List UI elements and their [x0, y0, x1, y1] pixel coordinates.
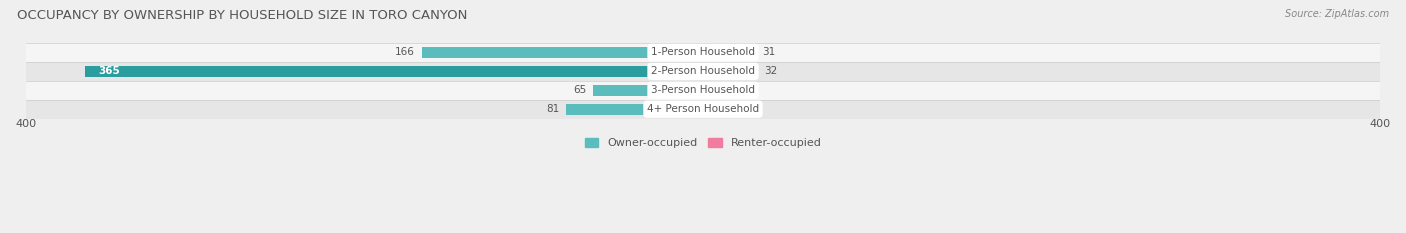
Bar	[25, 81, 1381, 100]
Text: 4+ Person Household: 4+ Person Household	[647, 104, 759, 114]
Bar	[422, 47, 703, 58]
Text: 81: 81	[546, 104, 560, 114]
Bar	[703, 66, 758, 77]
Legend: Owner-occupied, Renter-occupied: Owner-occupied, Renter-occupied	[581, 133, 825, 152]
Text: 1-Person Household: 1-Person Household	[651, 48, 755, 57]
Bar	[84, 66, 703, 77]
Text: 65: 65	[572, 85, 586, 95]
Text: 2-Person Household: 2-Person Household	[651, 66, 755, 76]
Bar	[703, 104, 734, 115]
Text: 18: 18	[741, 104, 754, 114]
Bar	[565, 104, 703, 115]
Bar	[25, 43, 1381, 62]
Bar	[25, 62, 1381, 81]
Text: Source: ZipAtlas.com: Source: ZipAtlas.com	[1285, 9, 1389, 19]
Text: 31: 31	[762, 48, 776, 57]
Bar	[25, 100, 1381, 119]
Text: 400: 400	[15, 119, 37, 129]
Text: 0: 0	[710, 85, 716, 95]
Bar	[703, 47, 755, 58]
Text: 365: 365	[98, 66, 120, 76]
Text: 400: 400	[1369, 119, 1391, 129]
Text: 3-Person Household: 3-Person Household	[651, 85, 755, 95]
Text: OCCUPANCY BY OWNERSHIP BY HOUSEHOLD SIZE IN TORO CANYON: OCCUPANCY BY OWNERSHIP BY HOUSEHOLD SIZE…	[17, 9, 467, 22]
Text: 166: 166	[395, 48, 415, 57]
Text: 32: 32	[763, 66, 778, 76]
Bar	[593, 85, 703, 96]
